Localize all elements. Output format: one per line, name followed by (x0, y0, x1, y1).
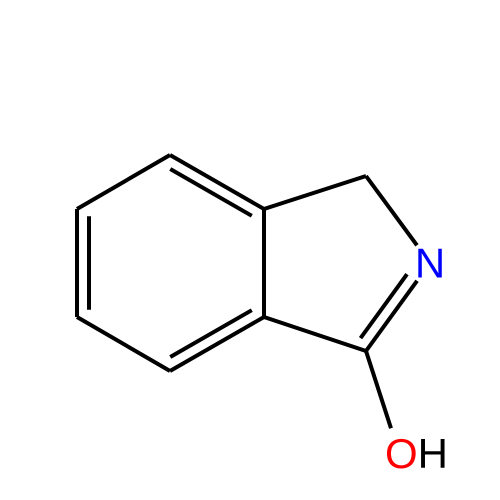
nitrogen-label: N (415, 240, 445, 287)
molecule-diagram: N OH (0, 0, 500, 500)
hydroxyl-label: OH (385, 430, 448, 477)
